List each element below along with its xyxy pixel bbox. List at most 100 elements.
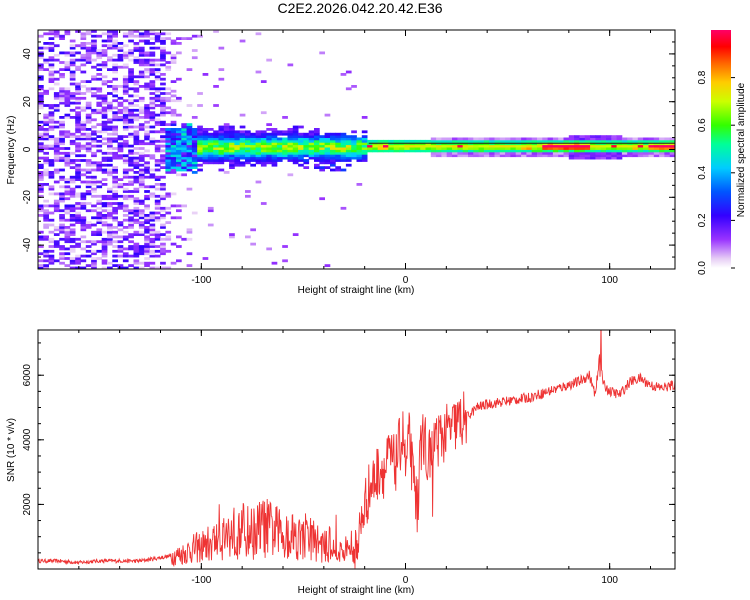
spectrogram-cell xyxy=(122,197,129,201)
spectrogram-cell xyxy=(568,139,575,143)
spectrogram-cell xyxy=(96,168,103,172)
spectrogram-cell xyxy=(245,151,251,155)
spectrogram-cell xyxy=(64,228,71,232)
spectrogram-cell xyxy=(64,233,71,236)
spectrogram-cell xyxy=(499,154,506,158)
spectrogram-cell xyxy=(48,259,55,263)
x-tick-label: -100 xyxy=(191,275,211,286)
spectrogram-cell xyxy=(149,37,156,40)
spectrogram-cell xyxy=(170,39,177,43)
spectrogram-cell xyxy=(595,156,602,160)
spectrogram-cell xyxy=(436,137,442,141)
spectrogram-cell xyxy=(149,228,156,232)
spectrogram-cell xyxy=(101,106,108,110)
spectrogram-cell xyxy=(112,44,118,48)
spectrogram-cell xyxy=(276,159,283,162)
spectrogram-cell xyxy=(388,139,394,143)
spectrogram-cell xyxy=(128,34,134,38)
spectrogram-cell xyxy=(91,51,97,55)
spectrogram-cell xyxy=(38,51,44,55)
spectrogram-cell xyxy=(160,128,166,131)
spectrogram-cell xyxy=(568,147,575,150)
spectrogram-cell xyxy=(207,137,214,141)
spectrogram-cell xyxy=(91,187,97,191)
spectrogram-cell xyxy=(80,206,87,210)
spectrogram-cell xyxy=(75,245,81,248)
spectrogram-cell xyxy=(229,135,235,138)
spectrogram-cell xyxy=(117,144,124,148)
spectrogram-cell xyxy=(91,44,97,48)
spectrogram-cell xyxy=(207,144,214,148)
spectrogram-cell xyxy=(53,137,60,141)
spectrogram-cell xyxy=(69,77,76,81)
spectrogram-cell xyxy=(38,259,44,263)
spectrogram-cell xyxy=(133,87,140,91)
spectrogram-cell xyxy=(276,151,283,155)
spectrogram-cell xyxy=(133,42,140,45)
spectrogram-cell xyxy=(112,70,118,74)
spectrogram-cell xyxy=(255,161,262,165)
spectrogram-cell xyxy=(165,156,172,160)
spectrogram-cell xyxy=(138,233,145,236)
spectrogram-cell xyxy=(96,249,103,253)
spectrogram-cell xyxy=(133,44,140,48)
spectrogram-cell xyxy=(138,245,145,248)
spectrogram-cell xyxy=(505,144,511,148)
spectrogram-cell xyxy=(122,125,129,129)
spectrogram-cell xyxy=(38,185,44,189)
spectrogram-cell xyxy=(351,85,357,88)
spectrogram-cell xyxy=(176,113,182,117)
spectrogram-cell xyxy=(138,96,145,100)
spectrogram-cell xyxy=(149,261,156,265)
spectrogram-cell xyxy=(91,94,97,98)
spectrogram-cell xyxy=(75,237,81,241)
spectrogram-cell xyxy=(229,166,235,169)
spectrogram-cell xyxy=(552,139,559,143)
spectrogram-cell xyxy=(85,116,92,119)
spectrogram-cell xyxy=(606,135,612,138)
spectrogram-cell xyxy=(664,147,671,150)
spectrogram-cell xyxy=(186,151,193,155)
spectrogram-cell xyxy=(138,63,145,67)
spectrogram-cell xyxy=(308,132,315,136)
spectrogram-cell xyxy=(234,149,241,153)
spectrogram-cell xyxy=(112,42,118,45)
spectrogram-cell xyxy=(361,149,368,153)
spectrogram-cell xyxy=(266,137,272,141)
spectrogram-cell xyxy=(122,106,129,110)
spectrogram-cell xyxy=(552,149,559,153)
spectrogram-cell xyxy=(69,230,76,234)
spectrogram-cell xyxy=(69,192,76,196)
spectrogram-cell xyxy=(38,99,44,103)
spectrogram-cell xyxy=(165,161,172,165)
spectrogram-cell xyxy=(664,137,671,141)
spectrogram-cell xyxy=(96,68,103,71)
spectrogram-cell xyxy=(537,149,543,153)
spectrogram-cell xyxy=(250,139,256,143)
spectrogram-cell xyxy=(101,223,108,227)
spectrogram-cell xyxy=(149,156,156,160)
spectrogram-cell xyxy=(637,137,644,141)
spectrogram-cell xyxy=(207,223,214,227)
spectrogram-cell xyxy=(165,65,172,69)
spectrogram-cell xyxy=(75,163,81,167)
spectrogram-cell xyxy=(91,75,97,79)
spectrogram-cell xyxy=(53,120,60,124)
spectrogram-cell xyxy=(176,156,182,160)
spectrogram-cell xyxy=(117,204,124,208)
spectrogram-cell xyxy=(319,166,325,169)
spectrogram-cell xyxy=(191,135,198,138)
spectrogram-cell xyxy=(606,151,612,155)
spectrogram-cell xyxy=(101,202,108,205)
spectrogram-cell xyxy=(138,168,145,172)
spectrogram-cell xyxy=(303,132,310,136)
spectrogram-cell xyxy=(144,216,150,220)
spectrogram-cell xyxy=(345,142,352,146)
spectrogram-cell xyxy=(69,39,76,43)
spectrogram-cell xyxy=(112,58,118,62)
spectrogram-cell xyxy=(276,144,283,148)
spectrogram-cell xyxy=(133,233,140,236)
spectrogram-cell xyxy=(218,125,225,129)
spectrogram-cell xyxy=(64,104,71,107)
spectrogram-cell xyxy=(144,142,150,146)
